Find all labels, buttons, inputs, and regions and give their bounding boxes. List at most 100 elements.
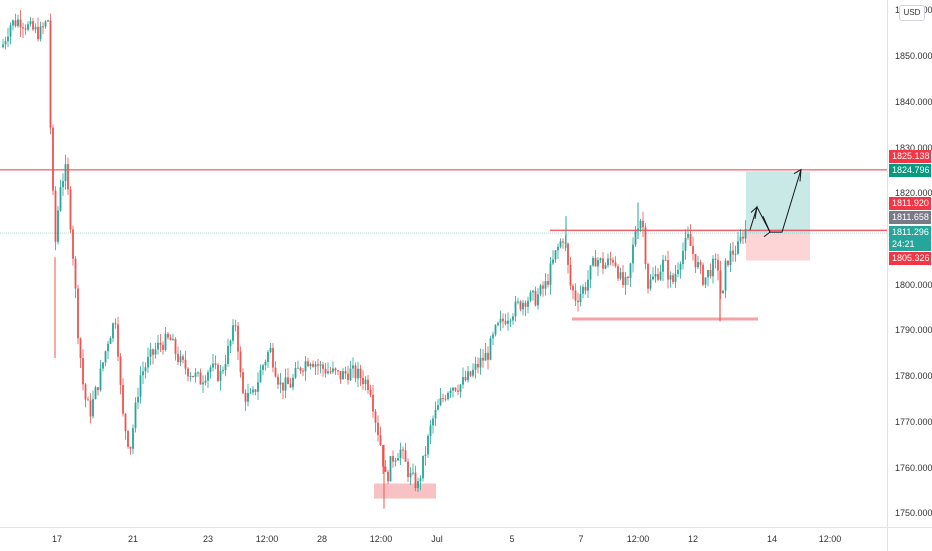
candle-body: [264, 362, 267, 366]
candle-body: [717, 259, 719, 271]
candle-body: [544, 281, 547, 289]
candle-body: [137, 396, 139, 403]
candle-body: [147, 356, 149, 368]
candle-body: [197, 372, 199, 374]
candle-body: [297, 367, 299, 369]
candle-body: [202, 382, 204, 385]
candle-body: [562, 241, 564, 243]
price-tag: 1825.138: [889, 150, 931, 163]
candle-body: [702, 264, 704, 285]
candle-body: [179, 356, 182, 363]
time-tick-label: 12:00: [255, 534, 279, 544]
price-tag: 1824.796: [889, 164, 931, 177]
time-axis[interactable]: 17 21 23 12:00 28 12:00 Jul 5 7 12:00 12 14 12:00: [0, 527, 887, 551]
candle-body: [372, 394, 374, 412]
candle-body: [399, 449, 402, 459]
candle-body: [157, 342, 159, 350]
candle-body: [674, 273, 677, 282]
candle-body: [127, 430, 129, 447]
candle-body: [414, 472, 417, 489]
arrow-head: [793, 168, 802, 182]
candle-body: [427, 435, 429, 455]
candle-body: [359, 368, 362, 378]
candle-body: [657, 274, 659, 280]
candle-body: [684, 237, 687, 251]
time-tick-label: 21: [127, 534, 139, 544]
price-tick-label: 1760.000: [895, 462, 932, 473]
candle-body: [644, 227, 647, 265]
candle-body: [367, 379, 369, 390]
candle-body: [387, 471, 389, 482]
candle-body: [349, 368, 352, 381]
candle-body: [584, 286, 587, 291]
candle-body: [569, 264, 572, 286]
candle-body: [152, 349, 154, 355]
candle-body: [712, 258, 714, 277]
candle-body: [79, 338, 82, 359]
candle-body: [302, 370, 304, 372]
time-tick-label: 23: [202, 534, 214, 544]
candle-body: [692, 245, 694, 254]
candle-body: [649, 279, 652, 289]
candle-body: [577, 300, 579, 303]
candle-body: [317, 364, 319, 366]
candle-body: [362, 377, 364, 385]
candle-body: [104, 351, 107, 363]
candle-body: [632, 244, 634, 264]
candle-body: [282, 382, 284, 391]
price-chart[interactable]: [0, 0, 887, 527]
candle-body: [194, 372, 197, 377]
candle-body: [204, 380, 207, 383]
candle-body: [669, 275, 672, 280]
candle-body: [384, 466, 387, 472]
candle-body: [37, 26, 39, 40]
candle-body: [522, 302, 524, 310]
candle-body: [269, 347, 272, 353]
candle-body: [627, 276, 629, 279]
candle-body: [122, 384, 124, 414]
price-tick-label: 1820.000: [895, 188, 932, 199]
stop-zone: [746, 233, 810, 261]
candle-body: [394, 460, 397, 462]
candle-body: [579, 293, 582, 303]
price-tick-label: 1800.000: [895, 279, 932, 290]
candle-body: [412, 472, 414, 474]
candle-body: [449, 390, 452, 394]
currency-button[interactable]: USD: [899, 5, 925, 21]
candle-body: [42, 26, 44, 28]
candle-body: [299, 367, 302, 371]
price-tick-label: 1770.000: [895, 416, 932, 427]
candle-body: [154, 349, 157, 355]
candle-body: [174, 339, 177, 354]
candle-body: [199, 372, 202, 385]
candle-body: [14, 20, 17, 26]
candle-body: [672, 275, 674, 282]
candle-body: [247, 393, 249, 402]
candle-body: [47, 20, 49, 22]
candle-body: [82, 358, 84, 385]
chart-area[interactable]: [0, 0, 887, 527]
candle-body: [39, 26, 42, 40]
candle-body: [527, 300, 529, 307]
candle-body: [379, 435, 382, 446]
candle-body: [69, 189, 72, 230]
price-tag: 1811.920: [889, 197, 931, 210]
candle-body: [89, 400, 92, 417]
candle-body: [659, 271, 662, 280]
candle-body: [514, 301, 517, 317]
candle-body: [209, 367, 212, 373]
candle-body: [647, 264, 649, 289]
price-tag: 1811.658: [889, 211, 931, 224]
candle-body: [467, 371, 469, 381]
candle-body: [254, 389, 257, 392]
candle-body: [287, 377, 289, 385]
candle-body: [529, 292, 532, 301]
candle-body: [27, 24, 29, 30]
candle-body: [479, 357, 482, 368]
candle-body: [464, 377, 467, 381]
candle-body: [279, 382, 282, 385]
candle-body: [322, 364, 324, 369]
candle-body: [494, 325, 497, 335]
candle-body: [139, 375, 142, 397]
price-axis[interactable]: 1860.0001850.0001840.0001830.0001820.000…: [887, 0, 932, 527]
